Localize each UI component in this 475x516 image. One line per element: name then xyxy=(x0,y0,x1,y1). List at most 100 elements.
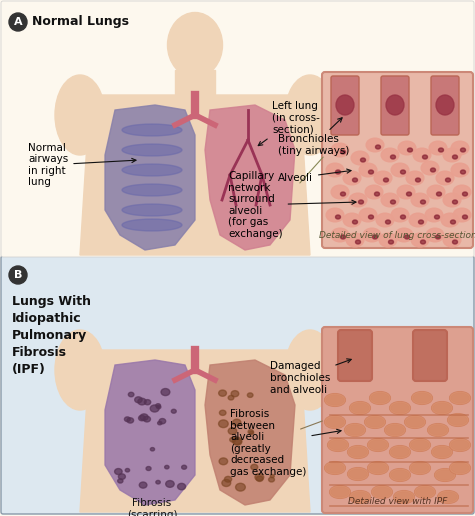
Ellipse shape xyxy=(410,462,430,474)
Ellipse shape xyxy=(418,220,424,224)
Ellipse shape xyxy=(161,389,170,396)
Ellipse shape xyxy=(435,215,439,219)
Ellipse shape xyxy=(390,402,410,414)
Ellipse shape xyxy=(331,143,349,157)
Ellipse shape xyxy=(341,235,345,239)
Ellipse shape xyxy=(219,410,226,415)
Ellipse shape xyxy=(368,462,388,474)
Ellipse shape xyxy=(443,233,461,247)
Ellipse shape xyxy=(450,220,456,224)
Ellipse shape xyxy=(139,482,147,488)
Ellipse shape xyxy=(255,474,264,481)
Ellipse shape xyxy=(451,163,469,177)
Ellipse shape xyxy=(326,208,344,222)
Ellipse shape xyxy=(386,95,404,115)
Ellipse shape xyxy=(326,163,344,177)
Ellipse shape xyxy=(55,330,105,410)
Ellipse shape xyxy=(413,148,431,162)
Ellipse shape xyxy=(422,155,428,159)
Ellipse shape xyxy=(372,486,392,498)
Ellipse shape xyxy=(361,158,365,162)
Ellipse shape xyxy=(390,469,410,481)
Ellipse shape xyxy=(410,439,430,451)
Ellipse shape xyxy=(228,395,234,400)
Ellipse shape xyxy=(331,228,349,242)
FancyBboxPatch shape xyxy=(1,1,474,257)
Ellipse shape xyxy=(325,416,345,428)
Ellipse shape xyxy=(416,178,420,182)
Ellipse shape xyxy=(453,185,471,199)
Ellipse shape xyxy=(341,192,345,196)
Circle shape xyxy=(9,13,27,31)
Ellipse shape xyxy=(144,399,151,405)
Ellipse shape xyxy=(159,418,166,424)
Ellipse shape xyxy=(248,430,254,434)
Ellipse shape xyxy=(372,235,378,239)
Text: Damaged
bronchioles
and alveoli: Damaged bronchioles and alveoli xyxy=(270,359,351,395)
Ellipse shape xyxy=(325,394,345,406)
Ellipse shape xyxy=(178,483,186,490)
Text: A: A xyxy=(14,17,22,27)
Ellipse shape xyxy=(166,480,174,487)
FancyBboxPatch shape xyxy=(413,330,447,381)
Ellipse shape xyxy=(420,200,426,204)
Ellipse shape xyxy=(411,193,429,207)
Polygon shape xyxy=(205,360,295,505)
Ellipse shape xyxy=(435,469,455,481)
Ellipse shape xyxy=(355,240,361,244)
Ellipse shape xyxy=(345,424,365,436)
Text: Fibrosis
(scarring)
in lungs: Fibrosis (scarring) in lungs xyxy=(127,498,177,516)
Ellipse shape xyxy=(150,405,159,412)
Ellipse shape xyxy=(336,95,354,115)
Ellipse shape xyxy=(171,409,176,413)
Ellipse shape xyxy=(429,141,447,155)
Ellipse shape xyxy=(330,486,350,498)
Polygon shape xyxy=(105,105,195,250)
Ellipse shape xyxy=(453,240,457,244)
Ellipse shape xyxy=(218,390,227,396)
Ellipse shape xyxy=(389,240,393,244)
Ellipse shape xyxy=(450,392,470,404)
Ellipse shape xyxy=(381,193,399,207)
Ellipse shape xyxy=(122,164,182,176)
Ellipse shape xyxy=(330,486,350,498)
Ellipse shape xyxy=(450,462,470,474)
Ellipse shape xyxy=(365,185,383,199)
Ellipse shape xyxy=(379,233,397,247)
Ellipse shape xyxy=(236,483,246,491)
Ellipse shape xyxy=(222,479,231,487)
Ellipse shape xyxy=(218,420,228,428)
Ellipse shape xyxy=(228,428,237,434)
Ellipse shape xyxy=(369,170,373,174)
Ellipse shape xyxy=(157,406,161,409)
Ellipse shape xyxy=(335,215,341,219)
Ellipse shape xyxy=(406,171,424,185)
Ellipse shape xyxy=(436,171,454,185)
Ellipse shape xyxy=(436,95,454,115)
Ellipse shape xyxy=(158,422,162,425)
Ellipse shape xyxy=(412,392,432,404)
Text: Lungs With
Idiopathic
Pulmonary
Fibrosis
(IPF): Lungs With Idiopathic Pulmonary Fibrosis… xyxy=(12,295,91,376)
Ellipse shape xyxy=(397,185,415,199)
Ellipse shape xyxy=(122,204,182,216)
Ellipse shape xyxy=(349,193,367,207)
Ellipse shape xyxy=(138,398,146,405)
Ellipse shape xyxy=(331,185,349,199)
Ellipse shape xyxy=(368,462,388,474)
Ellipse shape xyxy=(374,192,380,196)
Ellipse shape xyxy=(124,417,130,422)
Ellipse shape xyxy=(383,178,389,182)
Ellipse shape xyxy=(118,479,123,483)
FancyBboxPatch shape xyxy=(322,327,473,513)
Ellipse shape xyxy=(341,150,345,154)
Ellipse shape xyxy=(249,431,254,434)
Ellipse shape xyxy=(352,220,358,224)
Ellipse shape xyxy=(385,424,405,436)
Ellipse shape xyxy=(436,235,440,239)
Ellipse shape xyxy=(411,233,429,247)
Ellipse shape xyxy=(443,193,461,207)
Ellipse shape xyxy=(376,145,380,149)
Ellipse shape xyxy=(122,219,182,231)
Ellipse shape xyxy=(369,215,373,219)
Ellipse shape xyxy=(181,465,187,469)
